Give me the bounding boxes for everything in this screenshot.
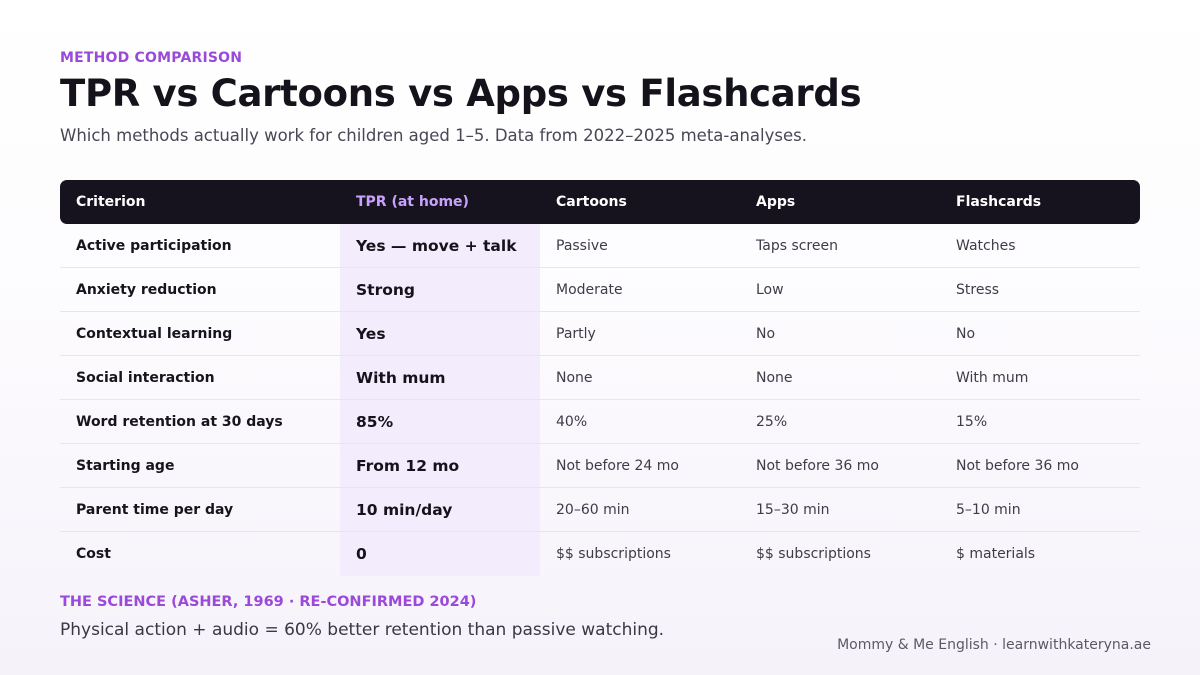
table-header-row: Criterion TPR (at home) Cartoons Apps Fl… [60, 180, 1140, 224]
cell-apps: No [756, 325, 776, 342]
header-criterion: Criterion [76, 194, 146, 210]
cell-flashcards: $ materials [956, 546, 1036, 562]
cell-criterion: Cost [76, 546, 111, 562]
comparison-table: Criterion TPR (at home) Cartoons Apps Fl… [60, 180, 1140, 576]
table-body: Active participation Yes — move + talk P… [60, 224, 1140, 576]
cell-tpr: Yes — move + talk [356, 236, 517, 255]
cell-apps: $$ subscriptions [756, 546, 871, 562]
header-apps: Apps [756, 194, 796, 210]
cell-flashcards: With mum [956, 369, 1029, 386]
cell-flashcards: Not before 36 mo [956, 457, 1079, 474]
cell-flashcards: 15% [956, 413, 988, 430]
cell-tpr: 10 min/day [356, 500, 453, 519]
cell-criterion: Parent time per day [76, 501, 234, 518]
table-row: Active participation Yes — move + talk P… [60, 224, 1140, 268]
cell-criterion: Active participation [76, 237, 232, 254]
cell-tpr: Strong [356, 280, 415, 299]
cell-tpr: 0 [356, 545, 367, 563]
cell-tpr: With mum [356, 368, 446, 387]
cell-criterion: Anxiety reduction [76, 281, 217, 298]
science-text: Physical action + audio = 60% better ret… [60, 620, 665, 640]
cell-apps: Not before 36 mo [756, 457, 879, 474]
cell-cartoons: 40% [556, 413, 588, 430]
cell-apps: Low [756, 281, 784, 298]
cell-flashcards: Stress [956, 281, 1000, 298]
cell-flashcards: Watches [956, 237, 1016, 254]
table-row: Word retention at 30 days 85% 40% 25% 15… [60, 400, 1140, 444]
science-label: THE SCIENCE (ASHER, 1969 · RE-CONFIRMED … [60, 594, 477, 610]
cell-apps: Taps screen [756, 237, 838, 254]
cell-apps: 25% [756, 413, 788, 430]
cell-tpr: From 12 mo [356, 456, 460, 475]
header-cartoons: Cartoons [556, 194, 627, 210]
eyebrow-label: METHOD COMPARISON [60, 50, 243, 66]
cell-apps: 15–30 min [756, 501, 830, 518]
cell-cartoons: Passive [556, 237, 608, 254]
cell-criterion: Starting age [76, 457, 175, 474]
cell-cartoons: None [556, 369, 593, 386]
header-tpr: TPR (at home) [356, 194, 469, 210]
cell-flashcards: 5–10 min [956, 501, 1021, 518]
header-flashcards: Flashcards [956, 194, 1042, 210]
cell-flashcards: No [956, 325, 976, 342]
cell-tpr: Yes [356, 324, 386, 343]
cell-cartoons: Not before 24 mo [556, 457, 679, 474]
cell-criterion: Contextual learning [76, 325, 233, 342]
highlight-column [340, 224, 540, 576]
cell-criterion: Social interaction [76, 369, 215, 386]
page-title: TPR vs Cartoons vs Apps vs Flashcards [60, 72, 862, 115]
table-row: Starting age From 12 mo Not before 24 mo… [60, 444, 1140, 488]
cell-apps: None [756, 369, 793, 386]
table-row: Social interaction With mum None None Wi… [60, 356, 1140, 400]
table-row: Parent time per day 10 min/day 20–60 min… [60, 488, 1140, 532]
page-subtitle: Which methods actually work for children… [60, 126, 807, 145]
cell-cartoons: Partly [556, 325, 596, 342]
table-row: Contextual learning Yes Partly No No [60, 312, 1140, 356]
cell-tpr: 85% [356, 412, 394, 431]
cell-criterion: Word retention at 30 days [76, 413, 283, 430]
table-row: Anxiety reduction Strong Moderate Low St… [60, 268, 1140, 312]
cell-cartoons: 20–60 min [556, 501, 630, 518]
cell-cartoons: $$ subscriptions [556, 546, 671, 562]
cell-cartoons: Moderate [556, 281, 623, 298]
footer-credit: Mommy & Me English · learnwithkateryna.a… [837, 637, 1151, 653]
table-row: Cost 0 $$ subscriptions $$ subscriptions… [60, 532, 1140, 576]
